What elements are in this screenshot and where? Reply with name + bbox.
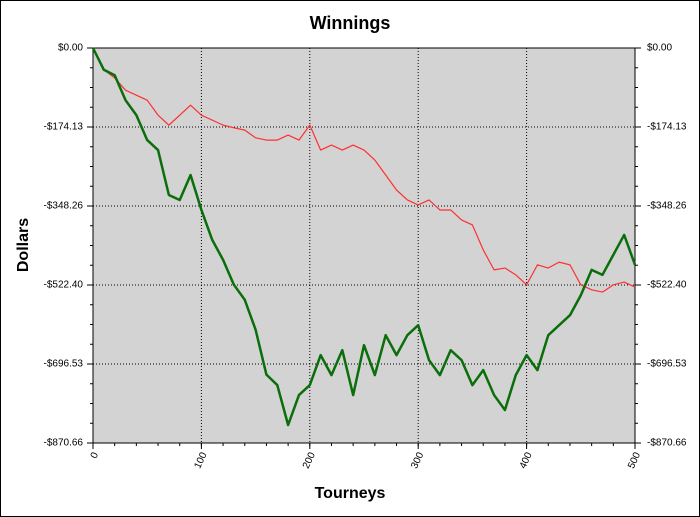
y-tick-label: -$348.26 (44, 201, 84, 212)
y2-tick-label: -$348.26 (647, 201, 687, 212)
y-tick-label: $0.00 (58, 43, 83, 54)
y2-tick-label: -$696.53 (647, 359, 687, 370)
y2-tick-label: $0.00 (647, 43, 672, 54)
x-axis-label: Tourneys (315, 485, 386, 502)
chart-title: Winnings (310, 13, 391, 33)
y-tick-label: -$696.53 (44, 359, 84, 370)
y-tick-label: -$522.40 (44, 280, 84, 291)
y2-tick-label: -$870.66 (647, 438, 687, 449)
series-line (91, 47, 637, 427)
series-line (92, 47, 636, 293)
plot-border (92, 47, 636, 444)
y-tick-label: -$174.13 (44, 122, 84, 133)
x-tick-label: 0 (89, 450, 102, 460)
y2-tick-label: -$174.13 (647, 122, 687, 133)
y-tick-label: -$870.66 (44, 438, 84, 449)
y2-tick-label: -$522.40 (647, 280, 687, 291)
plot-area (93, 48, 635, 443)
y-axis-label: Dollars (15, 218, 32, 272)
